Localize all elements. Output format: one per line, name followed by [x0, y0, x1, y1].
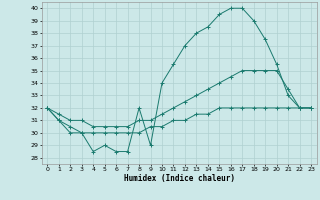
X-axis label: Humidex (Indice chaleur): Humidex (Indice chaleur): [124, 174, 235, 183]
